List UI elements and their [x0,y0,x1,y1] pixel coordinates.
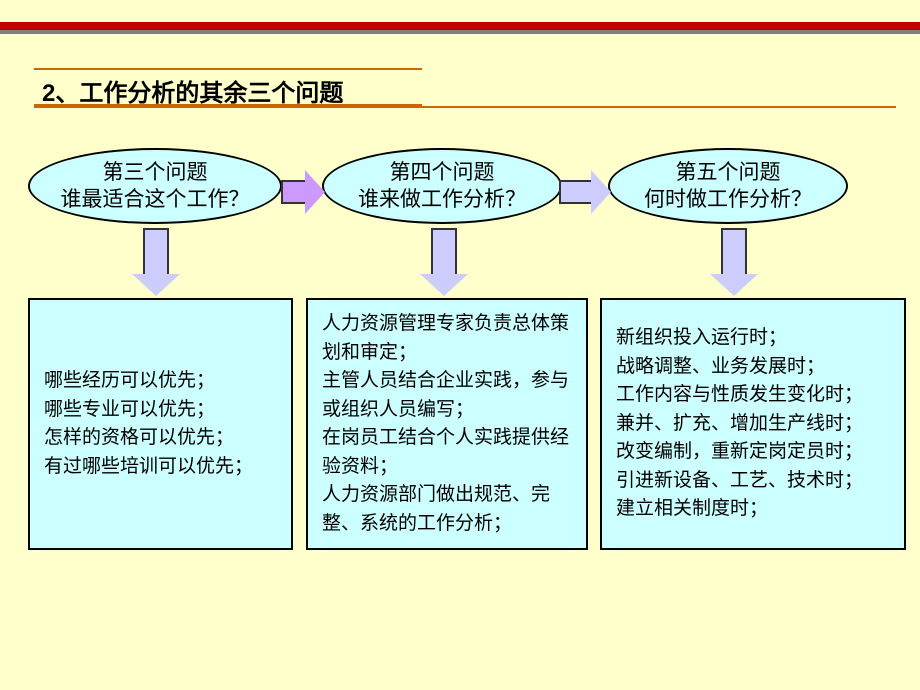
arrow-down-0 [132,228,180,296]
content-line: 人力资源管理专家负责总体策划和审定； [322,310,572,367]
ellipse-line1: 第四个问题 [390,159,495,186]
content-line: 改变编制，重新定岗定员时； [616,438,890,467]
content-box-2: 新组织投入运行时；战略调整、业务发展时；工作内容与性质发生变化时；兼并、扩充、增… [600,298,906,550]
ellipse-line1: 第三个问题 [103,159,208,186]
ellipse-line2: 谁来做工作分析？ [358,186,526,213]
arrow-down-1 [420,228,468,296]
arrow-down-2 [710,228,758,296]
ellipse-node-1: 第四个问题谁来做工作分析？ [322,148,562,224]
slide-title: 2、工作分析的其余三个问题 [34,68,422,106]
ellipse-line2: 谁最适合这个工作？ [61,186,250,213]
content-line: 战略调整、业务发展时； [616,353,890,382]
content-line: 新组织投入运行时； [616,324,890,353]
content-line: 有过哪些培训可以优先； [44,453,277,482]
arrow-right-0 [281,170,325,214]
content-line: 怎样的资格可以优先； [44,424,277,453]
ellipse-node-2: 第五个问题何时做工作分析？ [608,148,848,224]
content-box-0: 哪些经历可以优先；哪些专业可以优先；怎样的资格可以优先；有过哪些培训可以优先； [28,298,293,550]
content-line: 哪些专业可以优先； [44,396,277,425]
content-line: 兼并、扩充、增加生产线时； [616,410,890,439]
content-box-1: 人力资源管理专家负责总体策划和审定；主管人员结合企业实践，参与或组织人员编写；在… [306,298,588,550]
ellipse-line2: 何时做工作分析？ [644,186,812,213]
top-accent-bar [0,22,920,30]
content-line: 在岗员工结合个人实践提供经验资料； [322,424,572,481]
content-line: 工作内容与性质发生变化时； [616,381,890,410]
ellipse-line1: 第五个问题 [676,159,781,186]
content-line: 人力资源部门做出规范、完整、系统的工作分析； [322,481,572,538]
content-line: 引进新设备、工艺、技术时； [616,467,890,496]
content-line: 建立相关制度时； [616,495,890,524]
top-gray-bar [0,30,920,34]
arrow-right-1 [559,170,611,214]
content-line: 主管人员结合企业实践，参与或组织人员编写； [322,367,572,424]
ellipse-node-0: 第三个问题谁最适合这个工作？ [28,148,282,224]
content-line: 哪些经历可以优先； [44,367,277,396]
